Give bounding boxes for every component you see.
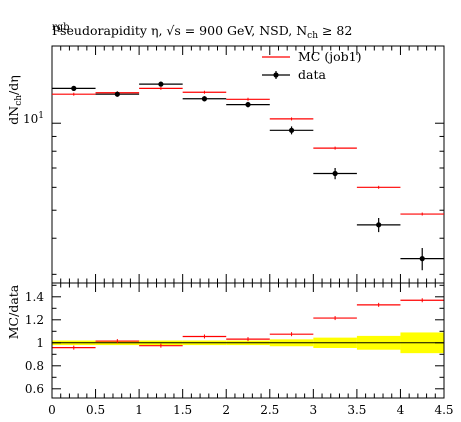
- ratio-plot-frame: [51, 282, 445, 399]
- ratio-x-tick-label: 0: [48, 403, 56, 417]
- data-point: [158, 81, 164, 87]
- legend-data-marker: [273, 72, 279, 78]
- main-y-tick-label: 101: [23, 111, 44, 126]
- data-point: [114, 91, 120, 97]
- data-point: [201, 96, 208, 102]
- legend-mc-label: MC (job1): [298, 49, 361, 64]
- ratio-x-tick-label: 3.5: [347, 403, 366, 417]
- data-point: [245, 101, 251, 108]
- ratio-y-tick-label: 1.4: [25, 290, 44, 304]
- ratio-panel: 0.6 0.8 1 1.2 1.4 0 0.5 1 1.5 2 2.5 3 3.5 4 4.5 MC/da…: [6, 282, 454, 417]
- main-x-ticks: [51, 46, 445, 283]
- ratio-x-tick-label: 2.5: [260, 403, 279, 417]
- ratio-y-tick-label: 1: [36, 336, 44, 350]
- data-point: [71, 85, 77, 91]
- chart-title-prefix: rgb: [52, 22, 70, 33]
- main-y-ticks: [52, 122, 444, 275]
- ratio-x-tick-label: 1: [135, 403, 143, 417]
- ratio-x-tick-label: 3: [310, 403, 318, 417]
- ratio-x-tick-label: 4.5: [434, 403, 453, 417]
- ratio-x-tick-label: 1.5: [173, 403, 192, 417]
- main-panel: 101 dNch/dη MC (job1) data: [6, 45, 445, 284]
- ratio-x-ticks: 0 0.5 1 1.5 2 2.5 3 3.5 4 4.5: [48, 283, 454, 417]
- ratio-y-tick-label: 1.2: [25, 313, 44, 327]
- main-marks: [52, 81, 444, 271]
- ratio-x-tick-label: 2: [222, 403, 230, 417]
- chart-title: Pseudorapidity η, √s = 900 GeV, NSD, Nch…: [52, 23, 352, 41]
- ratio-y-ticks: 0.6 0.8 1 1.2 1.4: [25, 284, 444, 396]
- data-point: [288, 127, 295, 133]
- ratio-y-tick-label: 0.8: [25, 359, 44, 373]
- ratio-y-axis-label: MC/data: [6, 284, 21, 339]
- main-y-axis-label: dNch/dη: [6, 75, 24, 125]
- ratio-x-tick-label: 0.5: [86, 403, 105, 417]
- main-plot-frame: [51, 45, 445, 284]
- ratio-x-tick-label: 4: [397, 403, 405, 417]
- data-point: [419, 256, 425, 262]
- data-point: [332, 170, 338, 177]
- legend: MC (job1) data: [262, 49, 361, 82]
- legend-data-label: data: [298, 67, 326, 82]
- ratio-marks: [52, 298, 444, 350]
- ratio-y-tick-label: 0.6: [25, 382, 44, 396]
- data-point: [376, 222, 382, 228]
